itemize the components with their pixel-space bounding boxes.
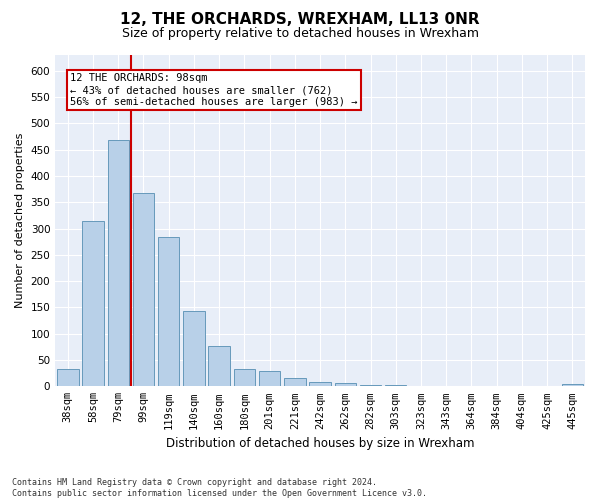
Y-axis label: Number of detached properties: Number of detached properties <box>15 133 25 308</box>
Bar <box>284 378 305 386</box>
Bar <box>107 140 129 386</box>
Bar <box>335 382 356 386</box>
Bar <box>133 193 154 386</box>
Bar <box>360 384 381 386</box>
Text: Contains HM Land Registry data © Crown copyright and database right 2024.
Contai: Contains HM Land Registry data © Crown c… <box>12 478 427 498</box>
Bar <box>310 382 331 386</box>
Text: 12, THE ORCHARDS, WREXHAM, LL13 0NR: 12, THE ORCHARDS, WREXHAM, LL13 0NR <box>120 12 480 28</box>
Text: Size of property relative to detached houses in Wrexham: Size of property relative to detached ho… <box>121 28 479 40</box>
Text: 12 THE ORCHARDS: 98sqm
← 43% of detached houses are smaller (762)
56% of semi-de: 12 THE ORCHARDS: 98sqm ← 43% of detached… <box>70 74 358 106</box>
Bar <box>259 370 280 386</box>
Bar <box>82 220 104 386</box>
Bar <box>208 346 230 387</box>
Bar <box>183 311 205 386</box>
Bar <box>233 370 255 386</box>
Bar <box>158 238 179 386</box>
X-axis label: Distribution of detached houses by size in Wrexham: Distribution of detached houses by size … <box>166 437 475 450</box>
Bar <box>57 370 79 386</box>
Bar <box>562 384 583 386</box>
